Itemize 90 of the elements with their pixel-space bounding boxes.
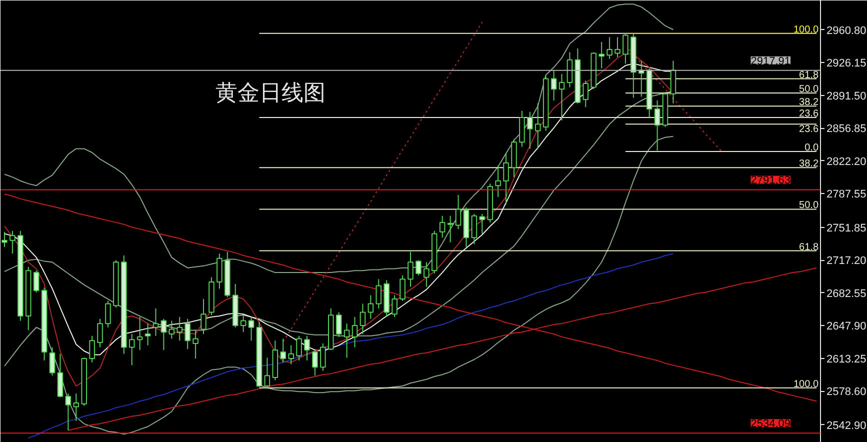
- series-label: 61.8: [799, 70, 819, 81]
- y-tick-label: 2787.55: [826, 188, 866, 201]
- candlestick: [152, 308, 159, 336]
- candlestick: [136, 316, 143, 351]
- candlestick: [424, 262, 430, 288]
- candlestick: [598, 41, 604, 69]
- candlestick: [670, 60, 676, 104]
- y-tick-label: 2751.85: [826, 222, 866, 234]
- candlestick: [248, 316, 254, 342]
- candlestick: [89, 335, 95, 363]
- candlestick: [296, 335, 302, 361]
- ref-line-label: 2917.91: [750, 55, 791, 68]
- candlestick: [344, 323, 350, 358]
- candlestick: [57, 353, 64, 398]
- candlestick: [614, 36, 620, 58]
- candlestick: [304, 335, 310, 361]
- series-label: 23.6: [799, 108, 819, 120]
- series-label: 0.0: [804, 142, 819, 154]
- candlestick: [622, 32, 628, 64]
- candlestick: [97, 318, 103, 348]
- y-tick-label: 2856.85: [826, 123, 866, 136]
- candlestick: [392, 294, 398, 318]
- candlestick: [654, 100, 660, 152]
- candlestick: [400, 274, 406, 302]
- candlestick: [216, 253, 222, 290]
- candlestick: [439, 215, 446, 238]
- y-tick-label: 2682.55: [826, 288, 866, 300]
- candlestick: [65, 393, 72, 431]
- candlestick: [582, 80, 589, 108]
- candlestick: [606, 36, 612, 60]
- candlestick: [527, 111, 533, 150]
- candlestick: [408, 251, 414, 288]
- candlestick: [312, 348, 318, 376]
- candlestick: [376, 278, 382, 309]
- candlestick: [479, 213, 486, 234]
- candlestick: [33, 270, 40, 293]
- candlestick: [73, 393, 80, 422]
- candlestick: [288, 344, 294, 365]
- line-series: [4, 136, 674, 435]
- candlestick: [566, 52, 573, 88]
- y-tick-label: 2960.80: [826, 24, 866, 37]
- line-series: [282, 22, 483, 342]
- y-tick-label: 2647.90: [826, 320, 866, 333]
- candlestick: [184, 318, 190, 350]
- candlestick: [2, 231, 8, 248]
- candlestick: [280, 338, 286, 363]
- candlestick: [176, 316, 183, 342]
- y-tick-label: 2926.15: [826, 58, 866, 70]
- y-tick-label: 2542.90: [826, 420, 866, 432]
- candlestick: [558, 74, 565, 121]
- text: 黄金日线图: [216, 81, 326, 106]
- candlestick: [10, 230, 16, 254]
- candlestick: [320, 342, 326, 372]
- candlestick: [534, 102, 541, 150]
- y-tick-label: 2717.20: [826, 255, 866, 268]
- y-tick-label: 2578.60: [826, 386, 866, 398]
- candlestick: [455, 194, 462, 230]
- series-label: 50.0: [799, 84, 819, 95]
- candlestick: [264, 357, 270, 388]
- series-label: 50.0: [799, 200, 819, 212]
- candlestick: [200, 298, 206, 334]
- candlestick: [352, 316, 358, 348]
- series-label: 61.8: [799, 242, 819, 253]
- candlestick: [240, 314, 246, 333]
- candlestick: [368, 294, 374, 320]
- candlestick: [447, 215, 454, 243]
- series-label: 100.0: [793, 24, 819, 36]
- candlestick: [192, 330, 198, 360]
- line-series: [28, 253, 674, 438]
- candlestick: [550, 70, 557, 102]
- y-tick-label: 2822.20: [826, 156, 866, 168]
- candlestick: [471, 213, 478, 245]
- candlestick: [144, 323, 151, 346]
- candlestick: [360, 303, 366, 334]
- candlestick: [105, 300, 111, 328]
- series-label: 100.0: [793, 378, 819, 390]
- series-label: 23.6: [799, 124, 819, 136]
- candlestick: [336, 312, 342, 338]
- candlestick: [128, 333, 135, 366]
- candlestick: [503, 152, 509, 205]
- candlestick: [160, 318, 167, 351]
- candlestick: [49, 346, 56, 376]
- series-label: 38.2: [799, 97, 819, 108]
- y-tick-label: 2891.50: [826, 90, 866, 102]
- y-tick-label: 2613.25: [826, 353, 866, 366]
- ref-line-label: 2791.63: [750, 174, 791, 187]
- series-label: 38.2: [799, 158, 819, 170]
- candlestick: [168, 320, 175, 340]
- candlestick: [495, 165, 501, 198]
- candlestick: [416, 260, 422, 276]
